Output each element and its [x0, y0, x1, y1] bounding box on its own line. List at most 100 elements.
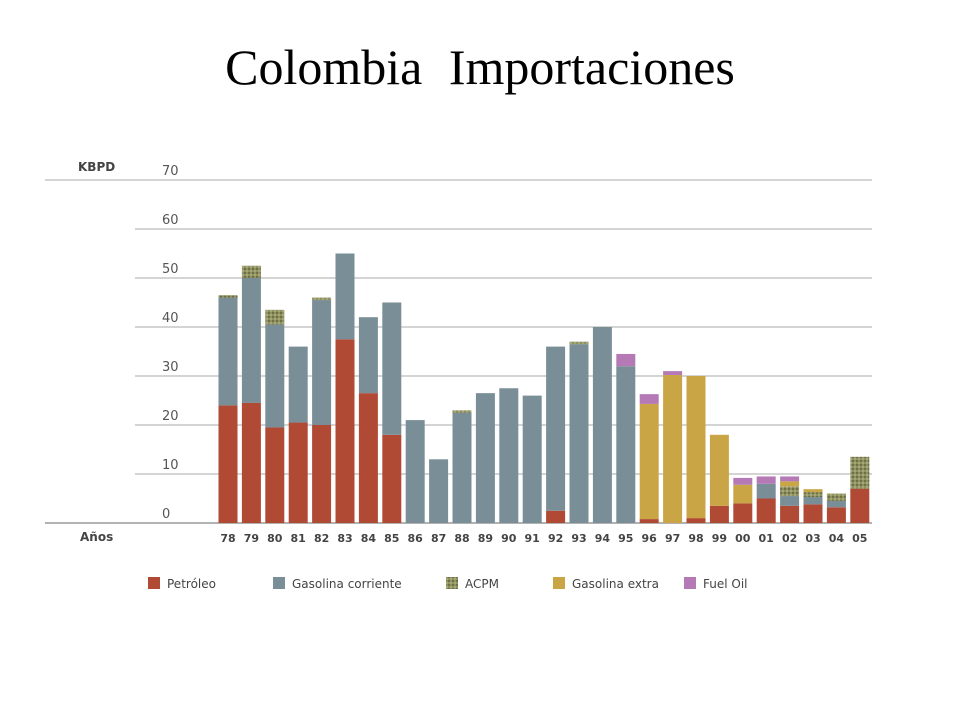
- x-tick-label: 80: [267, 532, 283, 545]
- bar-segment: [639, 519, 659, 523]
- x-tick-label: 82: [314, 532, 329, 545]
- bar-segment: [218, 295, 238, 298]
- x-tick-label: 03: [805, 532, 820, 545]
- bar-segment: [335, 339, 355, 523]
- legend-label: ACPM: [465, 577, 499, 591]
- bar-segment: [780, 486, 800, 497]
- bar-segment: [452, 410, 472, 413]
- y-tick-label: 60: [162, 213, 179, 228]
- x-tick-label: 89: [478, 532, 493, 545]
- legend-label: Gasolina corriente: [292, 577, 402, 591]
- y-tick-label: 40: [162, 311, 179, 326]
- axes: KBPD Años: [78, 160, 115, 544]
- bar-segment: [522, 395, 542, 523]
- bar-segment: [709, 434, 729, 506]
- bar-segment: [405, 420, 425, 523]
- bar-segment: [639, 403, 659, 520]
- bar-segment: [850, 488, 870, 523]
- bar-segment: [312, 425, 332, 523]
- bar-segment: [475, 393, 495, 523]
- bar-segment: [733, 503, 753, 523]
- legend-swatch: [553, 577, 565, 589]
- x-axis-title: Años: [80, 530, 113, 544]
- x-tick-label: 87: [431, 532, 446, 545]
- y-tick-label: 0: [162, 507, 170, 522]
- bar-segment: [780, 481, 800, 487]
- x-tick-label: 90: [501, 532, 517, 545]
- x-tick-label: 00: [735, 532, 751, 545]
- bar-segment: [218, 405, 238, 523]
- bar-segment: [826, 500, 846, 508]
- x-tick-label: 85: [384, 532, 399, 545]
- x-tick-label: 86: [408, 532, 424, 545]
- y-tick-label: 20: [162, 409, 179, 424]
- x-tick-label: 98: [688, 532, 703, 545]
- bar-segment: [756, 483, 776, 499]
- bar-segment: [780, 476, 800, 482]
- x-tick-label: 81: [291, 532, 306, 545]
- bar-segment: [780, 496, 800, 506]
- bar-segment: [733, 477, 753, 485]
- bar-segment: [288, 422, 308, 523]
- legend-swatch: [273, 577, 285, 589]
- bar-segment: [358, 393, 378, 523]
- bar-segment: [241, 265, 261, 278]
- bar-segment: [780, 505, 800, 523]
- y-tick-label: 30: [162, 360, 179, 375]
- x-tick-label: 95: [618, 532, 633, 545]
- legend-label: Petróleo: [167, 577, 216, 591]
- x-tick-label: 99: [712, 532, 727, 545]
- bar-segment: [756, 498, 776, 523]
- bar-segment: [241, 278, 261, 403]
- legend-label: Gasolina extra: [572, 577, 659, 591]
- bar-segment: [265, 309, 285, 325]
- bar-segment: [686, 376, 706, 519]
- x-tick-label: 05: [852, 532, 867, 545]
- x-tick-label: 84: [361, 532, 377, 545]
- bar-segment: [803, 492, 823, 498]
- bar-segment: [756, 476, 776, 484]
- bar-segment: [663, 371, 683, 376]
- bar-segment: [312, 297, 332, 301]
- bar-segment: [382, 434, 402, 523]
- x-tick-label: 88: [454, 532, 469, 545]
- bar-segment: [358, 317, 378, 394]
- y-tick-label: 10: [162, 458, 179, 473]
- bar-segment: [569, 341, 589, 345]
- bar-segment: [546, 510, 566, 523]
- bar-segment: [265, 324, 285, 428]
- x-tick-label: 83: [337, 532, 352, 545]
- bar-segment: [709, 505, 729, 523]
- y-axis-title: KBPD: [78, 160, 115, 174]
- bar-segment: [265, 427, 285, 523]
- bar-segment: [803, 497, 823, 505]
- x-tick-label: 02: [782, 532, 797, 545]
- bar-segment: [663, 375, 683, 523]
- bars: 78 79 80 81 82 83 84 85 86 87 88 89 90 91 92 93 94 95 96 97…: [218, 253, 870, 545]
- bar-segment: [241, 402, 261, 523]
- bar-segment: [616, 366, 636, 523]
- x-tick-label: 93: [571, 532, 586, 545]
- bar-segment: [803, 504, 823, 523]
- legend: Petróleo Gasolina corriente ACPM Gasolina e…: [148, 577, 748, 591]
- bar-segment: [850, 456, 870, 489]
- x-tick-label: 96: [642, 532, 658, 545]
- slide-title: Colombia Importaciones: [225, 39, 735, 95]
- bar-segment: [826, 507, 846, 523]
- y-tick-label: 50: [162, 262, 179, 277]
- legend-swatch: [684, 577, 696, 589]
- x-tick-label: 79: [244, 532, 259, 545]
- bar-segment: [569, 344, 589, 523]
- legend-label: Fuel Oil: [703, 577, 748, 591]
- x-tick-label: 78: [220, 532, 235, 545]
- bar-segment: [826, 493, 846, 501]
- bar-segment: [803, 489, 823, 493]
- bar-segment: [335, 253, 355, 340]
- bar-segment: [616, 353, 636, 367]
- bar-segment: [499, 388, 519, 523]
- x-tick-label: 91: [525, 532, 540, 545]
- x-tick-label: 04: [829, 532, 845, 545]
- bar-segment: [382, 302, 402, 435]
- bar-segment: [288, 346, 308, 423]
